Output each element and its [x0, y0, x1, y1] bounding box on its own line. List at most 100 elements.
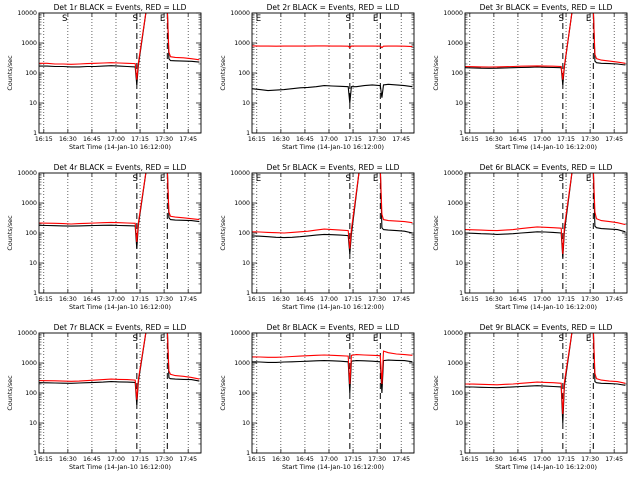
series-line-lld: [252, 173, 413, 249]
y-tick-label: 10000: [443, 10, 463, 17]
series-line-events: [252, 83, 413, 104]
plot-frame: [38, 12, 202, 134]
y-tick-label: 100: [238, 390, 250, 397]
x-tick-label: 16:45: [296, 456, 314, 463]
chart-title: Det 3r BLACK = Events, RED = LLD: [480, 3, 613, 12]
marker-label: E: [586, 14, 591, 24]
marker-label: E: [373, 334, 378, 344]
x-tick-label: 16:15: [461, 296, 479, 303]
y-tick-label: 100: [25, 70, 37, 77]
y-axis-label: Counts/sec: [219, 215, 227, 251]
x-tick-label: 16:15: [35, 456, 53, 463]
series-line-lld: [252, 45, 413, 49]
x-axis-label: Start Time (14-Jan-10 16:12:00): [282, 143, 384, 151]
chart-title: Det 4r BLACK = Events, RED = LLD: [54, 163, 187, 172]
x-tick-label: 17:30: [155, 456, 173, 463]
plot-frame: [38, 172, 202, 294]
marker-label: S: [62, 14, 67, 24]
x-tick-label: 17:45: [392, 136, 410, 143]
y-tick-label: 10: [242, 420, 250, 427]
x-tick-label: 17:30: [368, 136, 386, 143]
x-tick-label: 16:30: [485, 456, 503, 463]
x-axis-label: Start Time (14-Jan-10 16:12:00): [69, 463, 171, 471]
x-tick-label: 16:30: [272, 296, 290, 303]
x-tick-label: 17:45: [179, 296, 197, 303]
y-tick-label: 1: [33, 130, 37, 137]
marker-label: E: [256, 14, 261, 24]
y-tick-label: 100: [451, 70, 463, 77]
y-tick-label: 10000: [230, 330, 250, 337]
x-tick-label: 17:45: [392, 296, 410, 303]
x-tick-label: 16:45: [296, 296, 314, 303]
plot-frame: [251, 332, 415, 454]
y-axis-label: Counts/sec: [219, 375, 227, 411]
x-tick-label: 17:45: [605, 296, 623, 303]
x-tick-label: 17:30: [581, 456, 599, 463]
x-tick-label: 17:00: [320, 296, 338, 303]
y-tick-label: 1: [246, 290, 250, 297]
panel-1: Det 1r BLACK = Events, RED = LLD 16:15 16:…: [6, 3, 202, 151]
series-group: [465, 333, 626, 424]
x-tick-label: 16:45: [83, 456, 101, 463]
y-tick-label: 1: [459, 130, 463, 137]
y-tick-label: 10000: [443, 330, 463, 337]
x-tick-label: 17:00: [320, 456, 338, 463]
x-tick-label: 16:30: [59, 296, 77, 303]
y-tick-label: 1: [246, 450, 250, 457]
y-tick-label: 100: [25, 390, 37, 397]
y-tick-label: 10: [455, 420, 463, 427]
x-tick-label: 16:45: [83, 136, 101, 143]
series-group: [39, 173, 200, 249]
x-axis-label: Start Time (14-Jan-10 16:12:00): [495, 143, 597, 151]
y-axis-label: Counts/sec: [432, 215, 440, 251]
series-line-events: [252, 173, 413, 255]
x-axis-label: Start Time (14-Jan-10 16:12:00): [495, 303, 597, 311]
x-axis-label: Start Time (14-Jan-10 16:12:00): [69, 143, 171, 151]
y-tick-label: 1000: [21, 200, 37, 207]
marker-label: S: [559, 14, 564, 24]
panel-4: Det 4r BLACK = Events, RED = LLD 16:15 16:…: [6, 163, 202, 311]
x-tick-label: 16:30: [272, 136, 290, 143]
y-tick-label: 1000: [234, 40, 250, 47]
y-tick-label: 1000: [234, 200, 250, 207]
y-tick-label: 1: [459, 450, 463, 457]
x-tick-label: 16:45: [509, 296, 527, 303]
y-tick-label: 10: [242, 260, 250, 267]
y-tick-label: 10000: [17, 10, 37, 17]
series-line-lld: [39, 333, 200, 400]
panel-5: Det 5r BLACK = Events, RED = LLD 16:15 16:…: [219, 163, 415, 311]
plot-frame: [464, 332, 628, 454]
series-line-events: [39, 333, 200, 405]
y-tick-label: 10: [29, 100, 37, 107]
series-line-lld: [465, 173, 626, 255]
x-axis-label: Start Time (14-Jan-10 16:12:00): [282, 463, 384, 471]
x-tick-label: 17:15: [557, 136, 575, 143]
series-line-events: [252, 359, 413, 394]
x-tick-label: 16:30: [59, 136, 77, 143]
marker-label: S: [559, 174, 564, 184]
y-tick-label: 10: [455, 260, 463, 267]
x-tick-label: 17:00: [533, 296, 551, 303]
x-tick-label: 17:30: [368, 296, 386, 303]
plot-frame: [251, 172, 415, 294]
x-tick-label: 17:30: [155, 296, 173, 303]
x-axis-label: Start Time (14-Jan-10 16:12:00): [495, 463, 597, 471]
x-tick-label: 17:15: [344, 456, 362, 463]
y-tick-label: 1000: [234, 360, 250, 367]
y-axis-label: Counts/sec: [219, 55, 227, 91]
series-line-lld: [465, 333, 626, 415]
y-tick-label: 10: [455, 100, 463, 107]
y-tick-label: 10000: [230, 10, 250, 17]
y-tick-label: 1: [246, 130, 250, 137]
plot-frame: [38, 332, 202, 454]
y-tick-label: 1000: [447, 40, 463, 47]
series-line-events: [465, 173, 626, 258]
marker-label: S: [133, 174, 138, 184]
x-axis-label: Start Time (14-Jan-10 16:12:00): [282, 303, 384, 311]
marker-label: E: [160, 334, 165, 344]
chart-title: Det 5r BLACK = Events, RED = LLD: [267, 163, 400, 172]
y-tick-label: 100: [238, 230, 250, 237]
y-tick-label: 1: [459, 290, 463, 297]
marker-label: E: [160, 14, 165, 24]
x-axis-label: Start Time (14-Jan-10 16:12:00): [69, 303, 171, 311]
